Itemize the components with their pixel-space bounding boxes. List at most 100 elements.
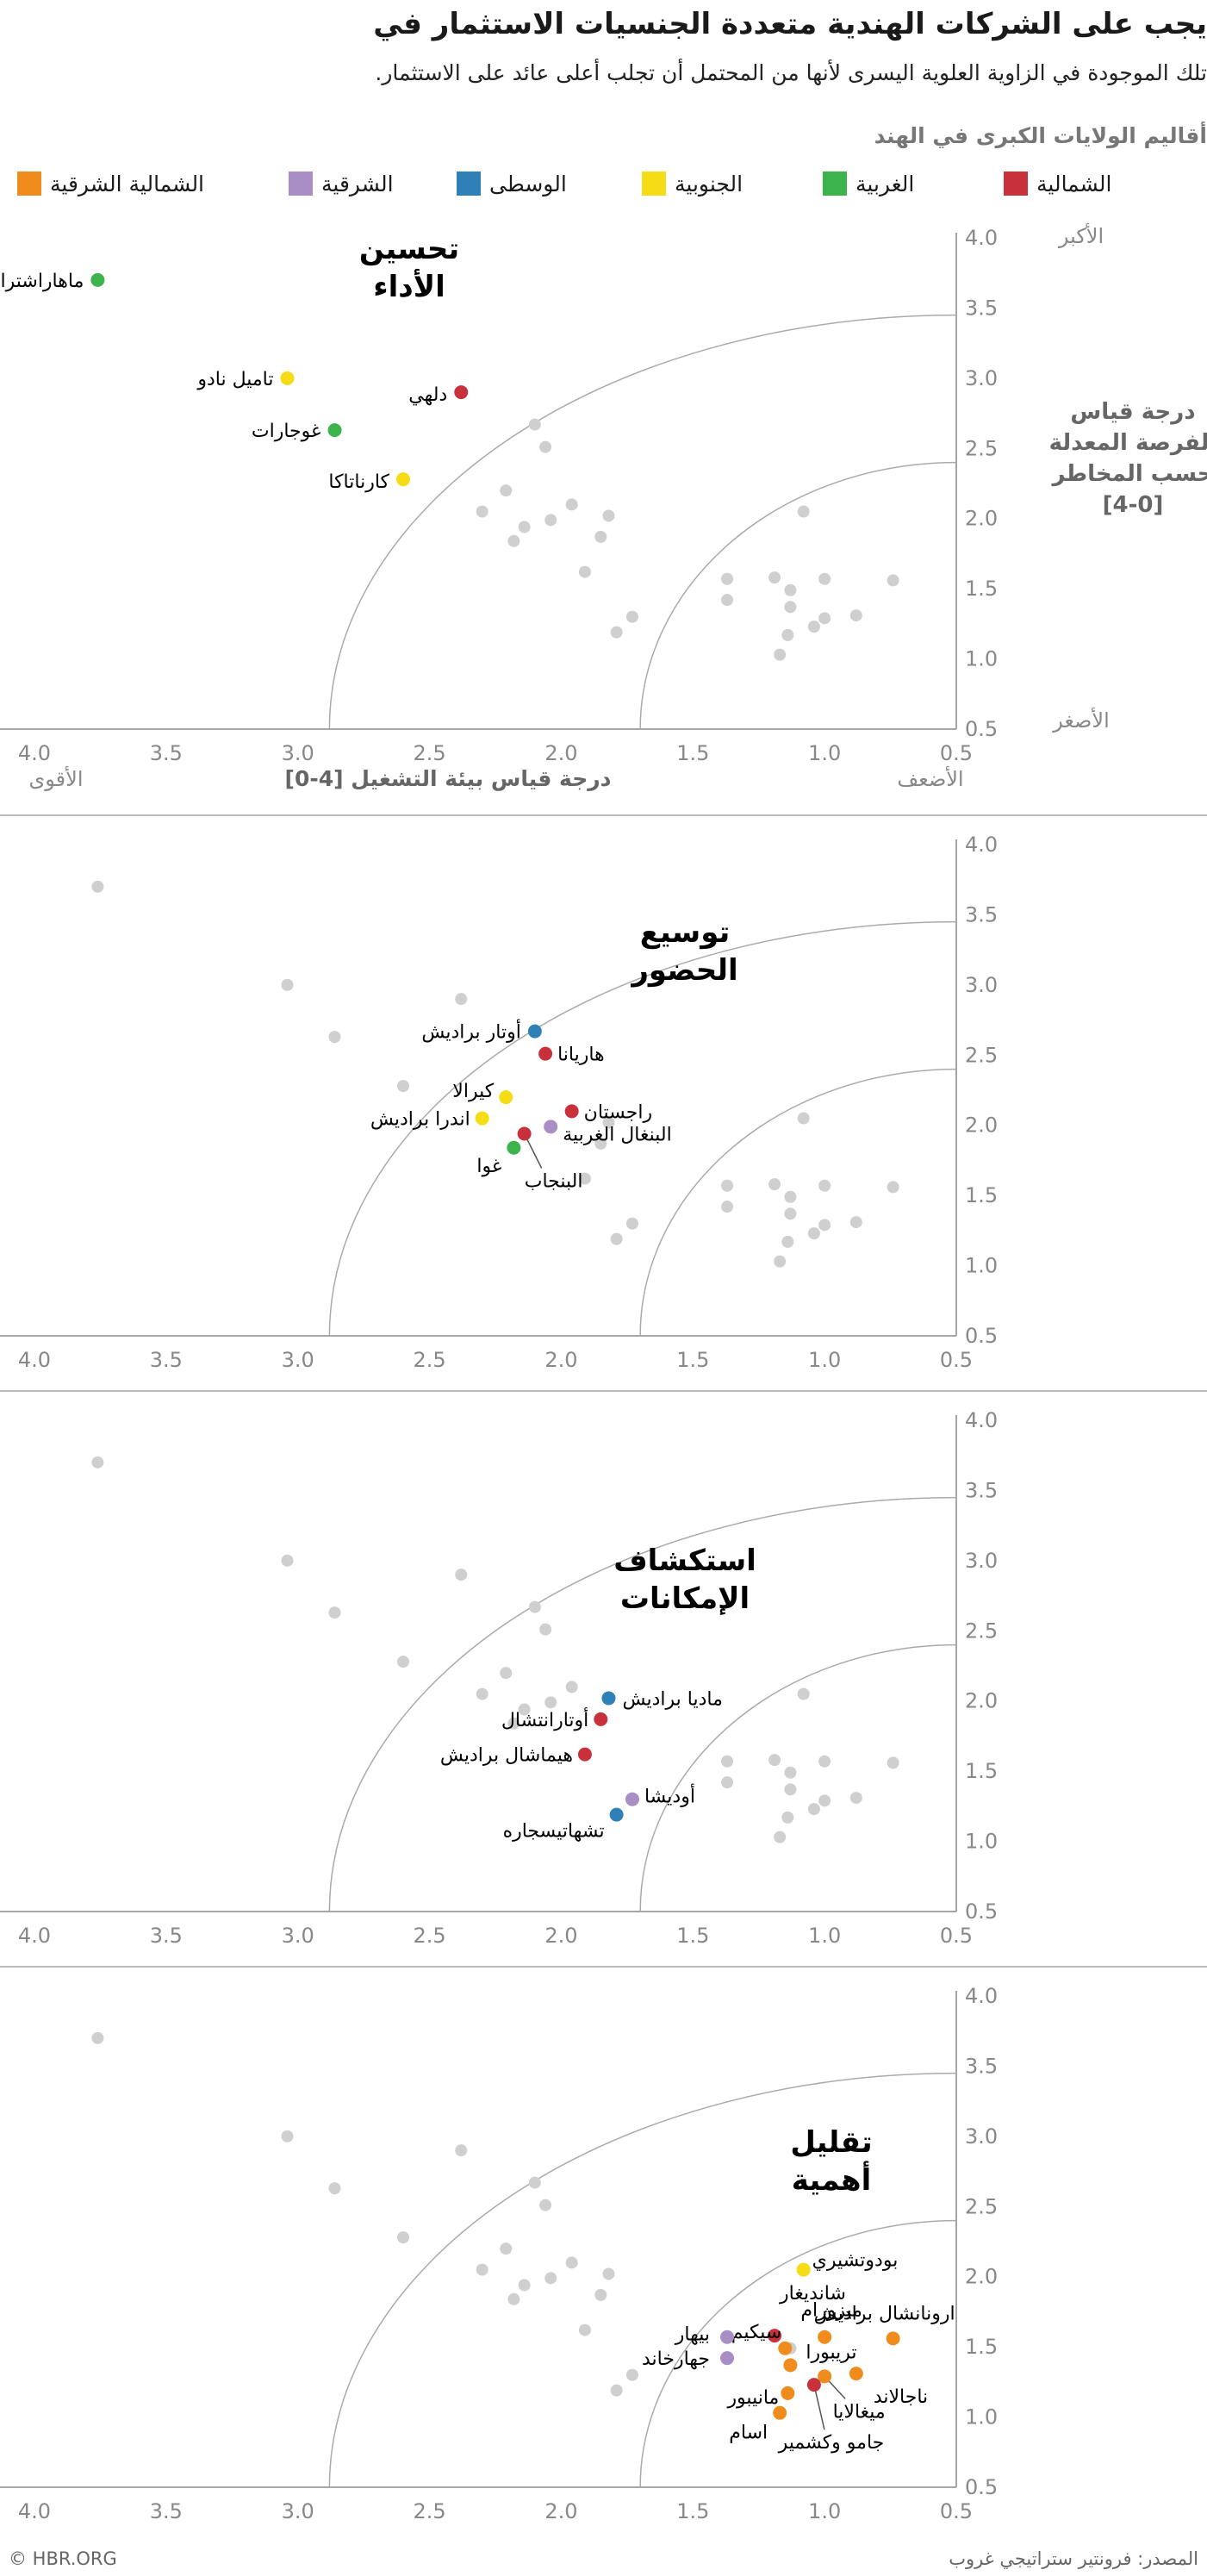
y-tick-label: 3.5 bbox=[965, 902, 998, 926]
panel-title: الأداء bbox=[373, 268, 445, 304]
background-point bbox=[784, 583, 797, 596]
background-point bbox=[797, 505, 810, 518]
zone-arc bbox=[639, 461, 957, 730]
x-tick-label: 0.5 bbox=[940, 1348, 973, 1372]
data-point bbox=[796, 2262, 811, 2277]
background-point bbox=[455, 2144, 468, 2157]
legend-swatch bbox=[1004, 172, 1028, 196]
background-point bbox=[507, 534, 520, 547]
data-point bbox=[507, 1140, 521, 1155]
y-tick-label: 2.5 bbox=[965, 436, 998, 460]
copyright: © HBR.ORG bbox=[9, 2548, 117, 2569]
background-point bbox=[578, 2323, 591, 2336]
data-point bbox=[783, 2358, 798, 2373]
point-label: أوتارانتشال bbox=[501, 1707, 588, 1731]
background-point bbox=[455, 993, 468, 1006]
zone-arc bbox=[639, 1644, 957, 1912]
background-point bbox=[528, 1600, 541, 1613]
data-point bbox=[781, 2386, 795, 2400]
panel-title: الإمكانات bbox=[620, 1581, 750, 1616]
background-point bbox=[849, 609, 862, 622]
x-tick-label: 1.0 bbox=[808, 1924, 841, 1948]
background-point bbox=[887, 1181, 899, 1194]
zone-arc bbox=[639, 1068, 957, 1337]
background-point bbox=[397, 1656, 409, 1668]
zone-arc bbox=[328, 1496, 957, 1912]
background-point bbox=[818, 1794, 831, 1807]
legend-swatch bbox=[823, 172, 847, 196]
point-label: البنغال الغربية bbox=[563, 1124, 672, 1145]
x-tick-label: 0.5 bbox=[940, 1924, 973, 1948]
data-point bbox=[818, 2330, 832, 2344]
point-label: تريبورا bbox=[806, 2342, 856, 2363]
y-tick-label: 1.0 bbox=[965, 2405, 998, 2429]
x-tick-label: 2.5 bbox=[413, 1924, 445, 1948]
x-tick-label: 1.0 bbox=[808, 1348, 841, 1372]
background-point bbox=[518, 1703, 531, 1716]
background-point bbox=[544, 1696, 557, 1709]
x-tick-label: 3.0 bbox=[282, 1924, 314, 1948]
background-point bbox=[397, 1080, 409, 1093]
background-point bbox=[625, 2368, 638, 2381]
background-point bbox=[807, 1227, 820, 1240]
background-point bbox=[610, 626, 623, 639]
legend-label: الغربية bbox=[855, 171, 915, 196]
y-bottom-note: الأصغر bbox=[1052, 708, 1110, 733]
background-point bbox=[528, 418, 541, 431]
data-point bbox=[594, 1712, 608, 1726]
background-point bbox=[476, 1687, 488, 1700]
background-point bbox=[784, 1766, 797, 1779]
background-point bbox=[281, 2130, 294, 2143]
background-point bbox=[625, 1217, 638, 1230]
leader-line bbox=[813, 2384, 825, 2430]
legend-item: الجنوبية bbox=[642, 166, 743, 201]
y-tick-label: 4.0 bbox=[965, 1408, 998, 1432]
background-point bbox=[91, 1456, 104, 1469]
y-tick-label: 2.5 bbox=[965, 2194, 998, 2218]
background-point bbox=[784, 1190, 797, 1203]
panel-title: توسيع bbox=[640, 915, 731, 950]
legend-label: الوسطى bbox=[489, 171, 567, 196]
legend-swatch bbox=[642, 172, 666, 196]
x-right-note: الأضعف bbox=[897, 766, 963, 791]
x-tick-label: 2.0 bbox=[544, 1348, 577, 1372]
x-tick-label: 3.5 bbox=[150, 1924, 183, 1948]
x-tick-label: 1.5 bbox=[676, 1924, 709, 1948]
data-point bbox=[90, 272, 105, 287]
background-point bbox=[539, 2199, 552, 2211]
y-tick-label: 3.5 bbox=[965, 1478, 998, 1502]
background-point bbox=[328, 1606, 341, 1619]
background-point bbox=[594, 530, 607, 543]
background-point bbox=[397, 2231, 409, 2244]
y-tick-label: 3.0 bbox=[965, 973, 998, 997]
background-point bbox=[610, 2384, 623, 2397]
point-label: مانيبور bbox=[726, 2387, 779, 2409]
point-label: شانديغار bbox=[779, 2283, 846, 2305]
point-label: جهارخاند bbox=[642, 2348, 710, 2370]
background-point bbox=[807, 621, 820, 633]
data-point bbox=[806, 2378, 821, 2392]
x-tick-label: 2.5 bbox=[413, 1348, 445, 1372]
background-point bbox=[507, 1717, 520, 1730]
y-tick-label: 0.5 bbox=[965, 1324, 998, 1348]
x-tick-label: 3.0 bbox=[282, 2499, 314, 2523]
x-tick-label: 3.5 bbox=[150, 1348, 183, 1372]
y-tick-label: 1.5 bbox=[965, 1759, 998, 1783]
background-point bbox=[721, 1179, 734, 1192]
background-point bbox=[518, 521, 531, 533]
data-point bbox=[577, 1747, 592, 1762]
point-label: كيرالا bbox=[452, 1081, 494, 1102]
background-point bbox=[328, 2182, 341, 2195]
data-point bbox=[601, 1691, 616, 1706]
panel-title: استكشاف bbox=[613, 1544, 756, 1578]
legend-item: الغربية bbox=[823, 166, 914, 201]
background-point bbox=[887, 574, 899, 587]
data-point bbox=[720, 2330, 735, 2344]
legend-swatch bbox=[289, 172, 313, 196]
source-note: المصدر: فرونتير ستراتيجي غروب bbox=[949, 2548, 1198, 2569]
point-label: أوتار براديش bbox=[421, 1020, 521, 1044]
data-point bbox=[818, 2369, 832, 2384]
background-point bbox=[565, 2256, 578, 2269]
background-point bbox=[721, 1776, 734, 1789]
